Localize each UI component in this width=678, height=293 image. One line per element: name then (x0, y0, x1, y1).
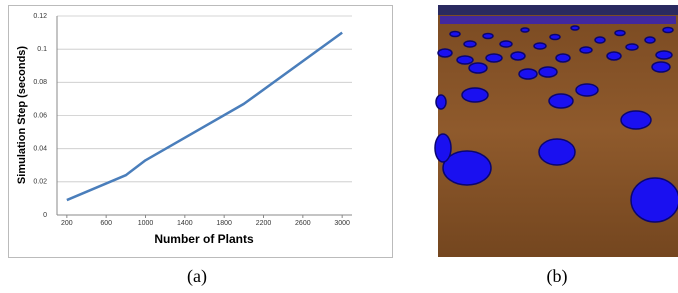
x-tick-label: 1400 (177, 220, 193, 227)
caption: (a) (187, 266, 207, 287)
x-tick-label: 200 (61, 220, 73, 227)
caption: (b) (547, 266, 568, 287)
y-axis-label: Simulation Step (seconds) (16, 46, 28, 184)
x-tick-label: 600 (100, 220, 112, 227)
y-tick-label: 0.12 (33, 13, 47, 20)
x-tick-label: 2200 (256, 220, 272, 227)
y-tick-label: 0 (43, 212, 47, 219)
y-tick-label: 0.04 (33, 146, 47, 153)
y-tick-label: 0.1 (37, 46, 47, 53)
x-tick-label: 2600 (295, 220, 311, 227)
y-tick-label: 0.08 (33, 79, 47, 86)
x-tick-label: 1000 (138, 220, 154, 227)
x-axis-label: Number of Plants (154, 232, 254, 246)
y-tick-label: 0.02 (33, 179, 47, 186)
figure: Simulation Step (seconds) Number of Plan… (0, 0, 678, 293)
y-tick-label: 0.06 (33, 112, 47, 119)
x-tick-label: 3000 (334, 220, 350, 227)
x-tick-label: 1800 (216, 220, 232, 227)
page: Simulation Step (seconds) Number of Plan… (0, 0, 678, 293)
render-image (435, 5, 678, 257)
